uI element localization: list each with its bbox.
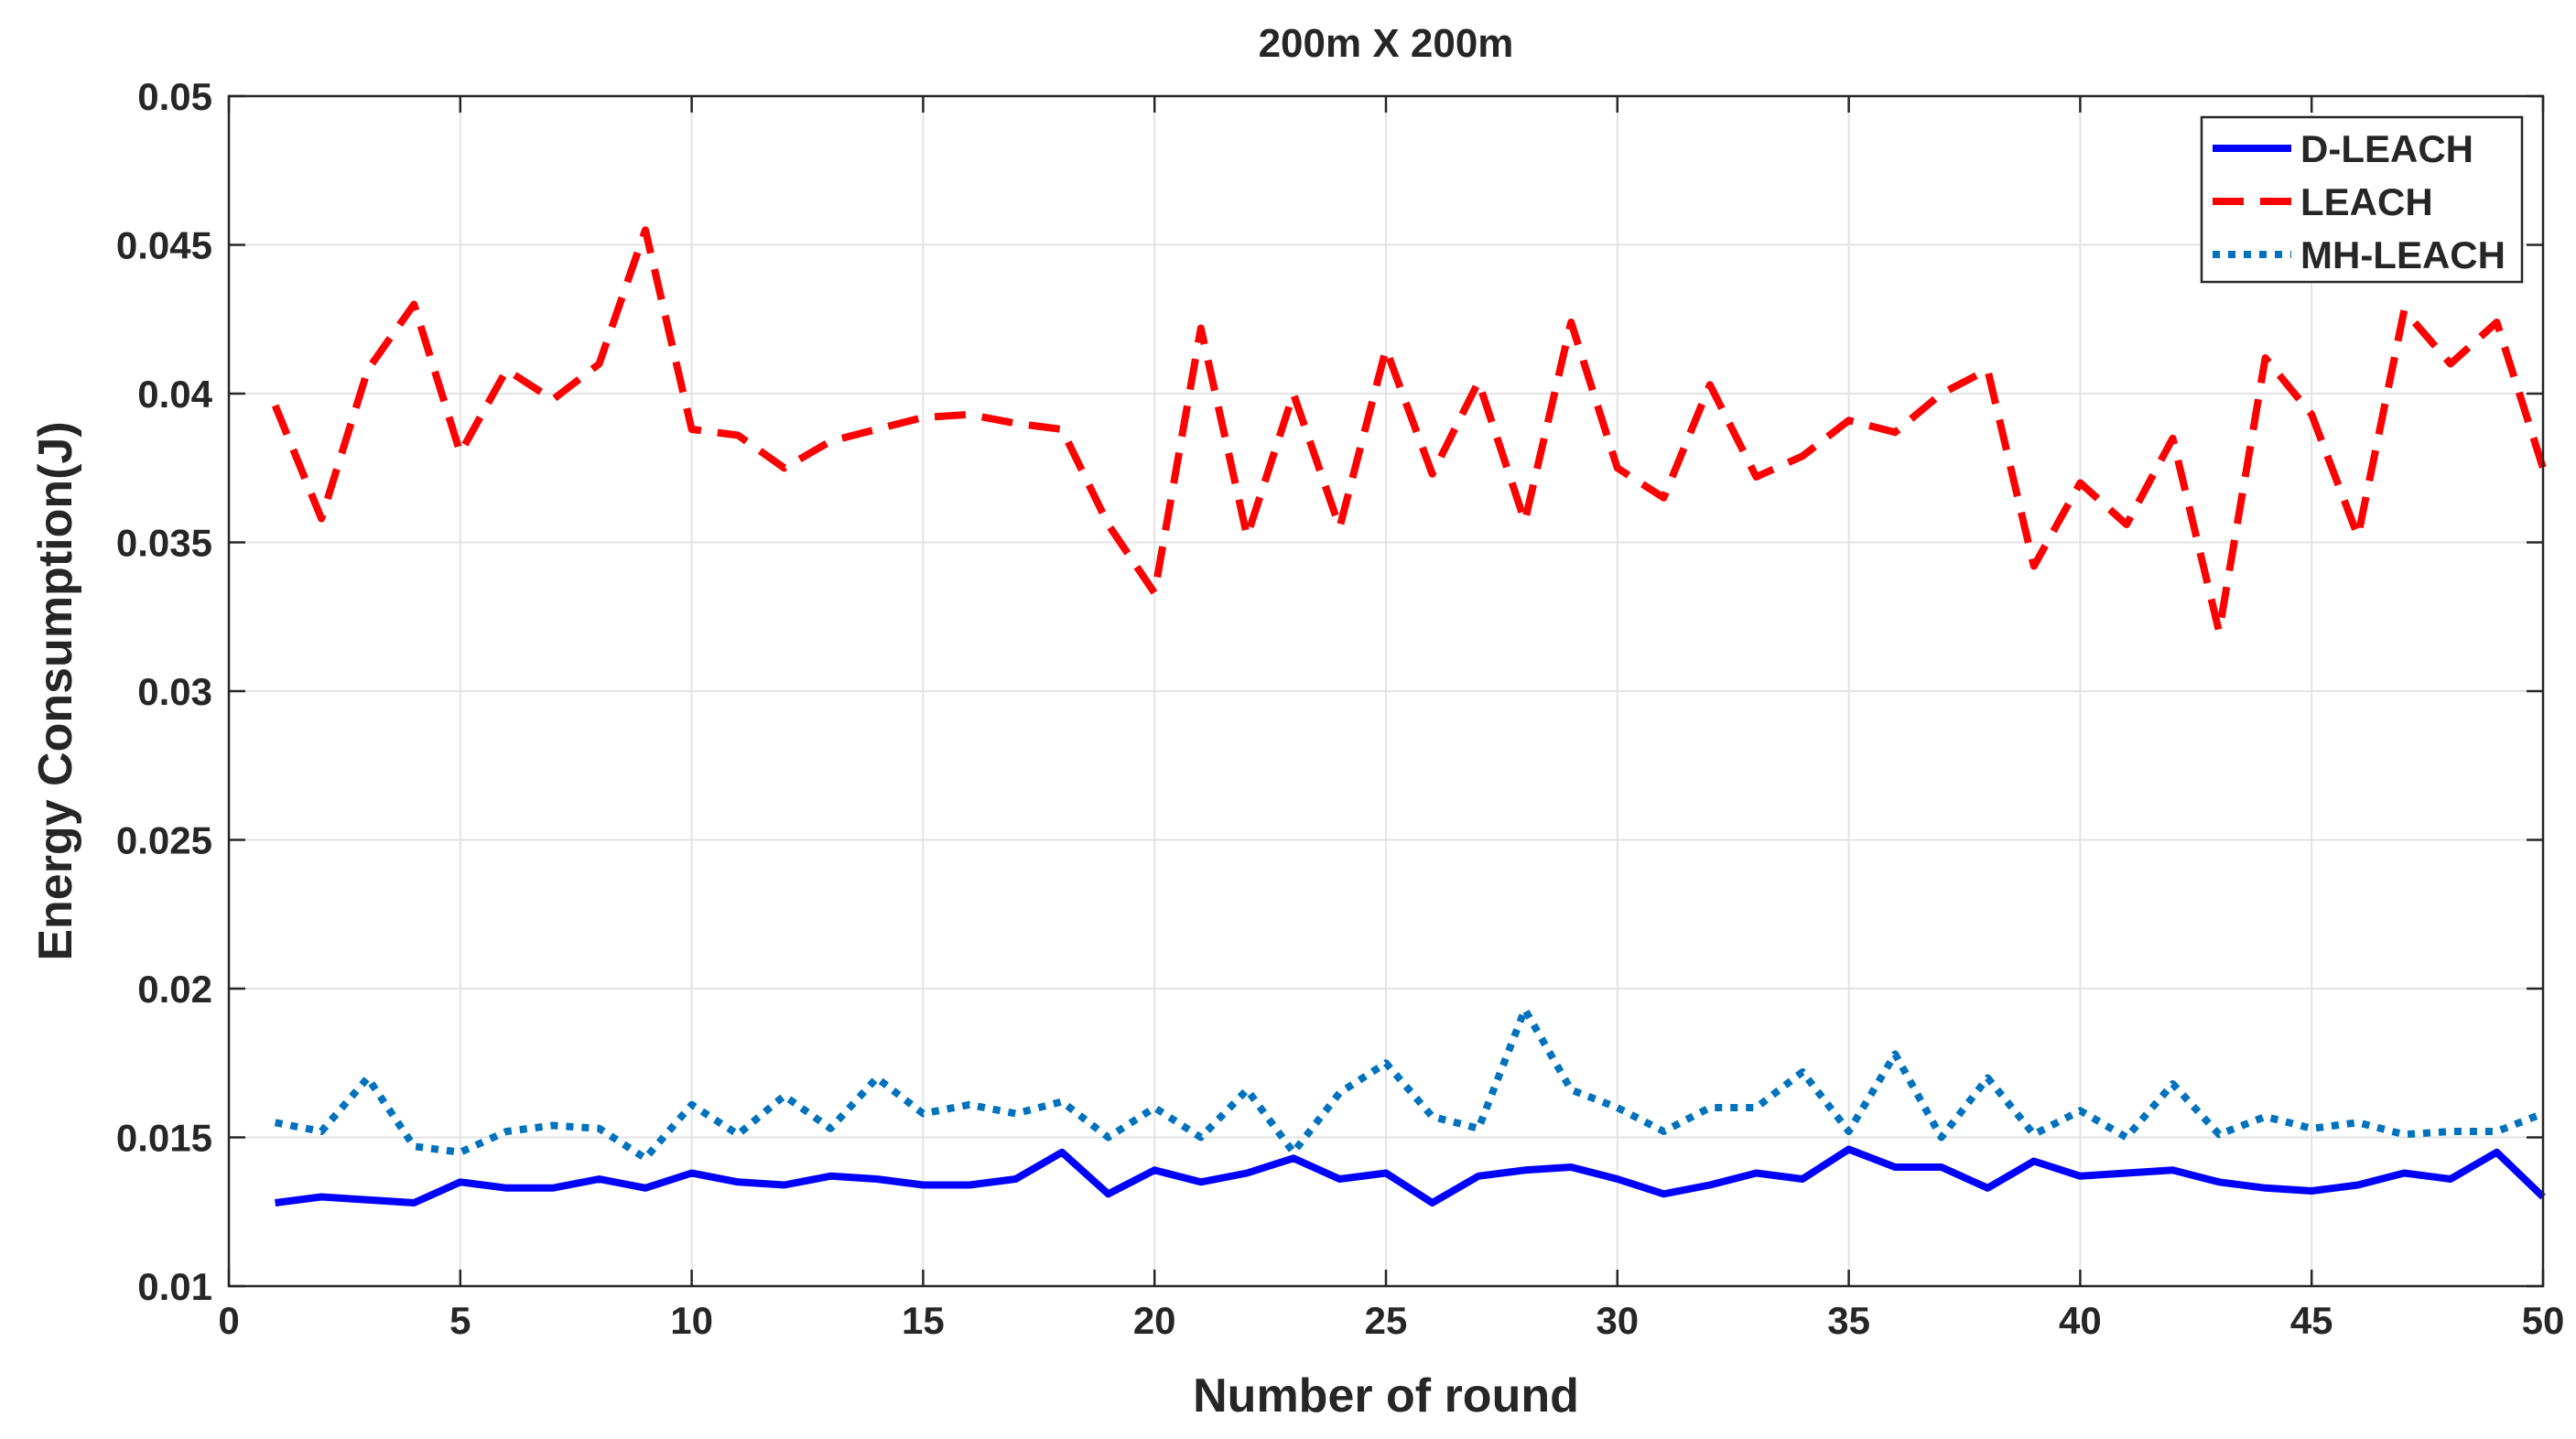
y-tick-label: 0.03 xyxy=(137,670,212,713)
y-tick-label: 0.035 xyxy=(116,522,212,565)
legend-label-mh-leach: MH-LEACH xyxy=(2300,233,2506,276)
x-tick-label: 25 xyxy=(1365,1299,1408,1342)
chart-title: 200m X 200m xyxy=(1259,21,1514,66)
y-tick-label: 0.045 xyxy=(116,224,212,267)
x-tick-label: 40 xyxy=(2059,1299,2102,1342)
y-tick-label: 0.04 xyxy=(137,373,212,416)
x-tick-label: 15 xyxy=(902,1299,945,1342)
legend: D-LEACH LEACH MH-LEACH xyxy=(2200,115,2524,284)
y-tick-label: 0.015 xyxy=(116,1117,212,1160)
series-line-mh-leach xyxy=(274,1005,2545,1163)
series-line-d-leach xyxy=(275,1145,2546,1206)
legend-label-d-leach: D-LEACH xyxy=(2300,127,2473,170)
y-axis-label: Energy Consumption(J) xyxy=(29,421,82,960)
data-series xyxy=(271,226,2547,1206)
legend-items: D-LEACH LEACH MH-LEACH xyxy=(2213,127,2506,276)
y-tick-label: 0.01 xyxy=(137,1265,212,1308)
x-tick-label: 50 xyxy=(2522,1299,2565,1342)
y-tick-label: 0.025 xyxy=(116,819,212,862)
series-line-leach xyxy=(271,226,2547,635)
axis-ticks: 0 5 10 15 20 25 30 35 40 45 50 0.01 0.015 0.02 0.025 0.… xyxy=(116,75,2564,1342)
x-tick-label: 0 xyxy=(218,1299,239,1342)
y-tick-label: 0.05 xyxy=(137,75,212,118)
x-tick-label: 5 xyxy=(449,1299,471,1342)
x-tick-label: 35 xyxy=(1827,1299,1870,1342)
x-tick-label: 45 xyxy=(2290,1299,2333,1342)
x-tick-label: 20 xyxy=(1133,1299,1176,1342)
x-axis-label: Number of round xyxy=(1193,1369,1579,1423)
x-tick-label: 30 xyxy=(1596,1299,1639,1342)
legend-label-leach: LEACH xyxy=(2300,180,2433,223)
y-tick-label: 0.02 xyxy=(137,968,212,1011)
x-tick-label: 10 xyxy=(670,1299,713,1342)
